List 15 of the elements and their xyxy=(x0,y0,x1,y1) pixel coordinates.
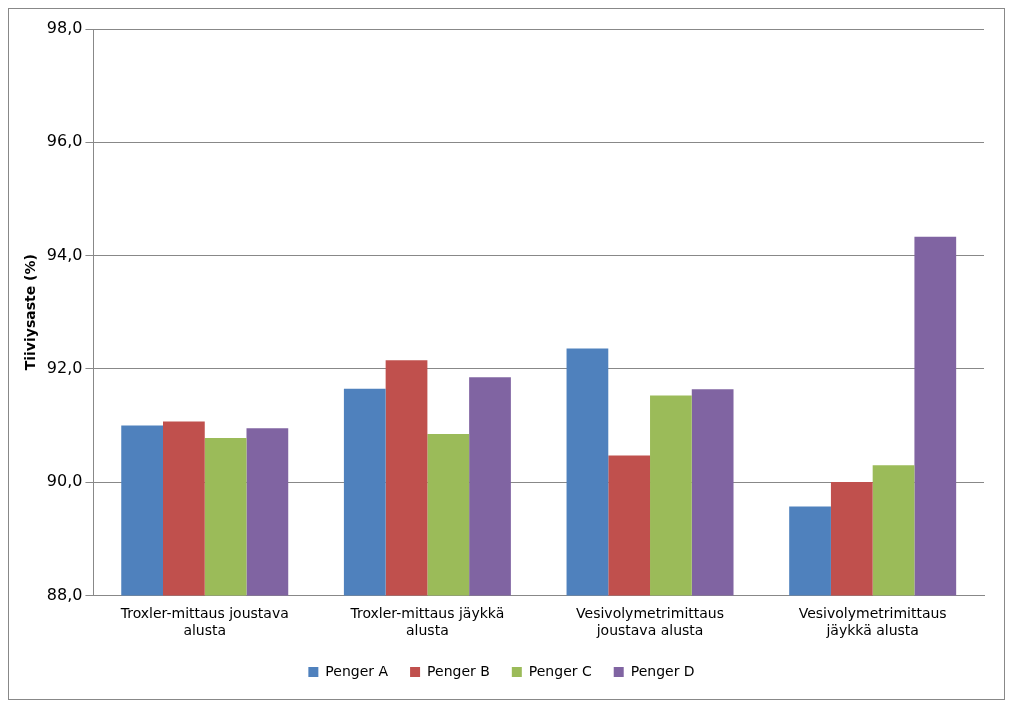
y-tick-label: 94,0 xyxy=(46,244,83,264)
x-tick-label: Vesivolymetrimittaus jäykkä alusta xyxy=(798,605,947,639)
x-tick-label: Troxler-mittaus jäykkä alusta xyxy=(349,605,505,639)
legend-label: Penger A xyxy=(325,662,389,679)
y-tick-label: 98,0 xyxy=(46,18,83,38)
legend-label: Penger C xyxy=(528,662,592,679)
y-axis-title: Tiiviysaste (%) xyxy=(22,254,39,371)
y-tick-label: 90,0 xyxy=(46,471,83,491)
legend-label: Penger B xyxy=(427,662,490,679)
y-tick-label: 88,0 xyxy=(46,584,83,604)
x-tick-label: Vesivolymetrimittaus joustava alusta xyxy=(576,605,725,639)
y-tick-label: 96,0 xyxy=(46,131,83,151)
legend-label: Penger D xyxy=(630,662,695,679)
y-tick-label: 92,0 xyxy=(46,358,83,377)
x-tick-label: Troxler-mittaus joustava alusta xyxy=(119,605,289,639)
